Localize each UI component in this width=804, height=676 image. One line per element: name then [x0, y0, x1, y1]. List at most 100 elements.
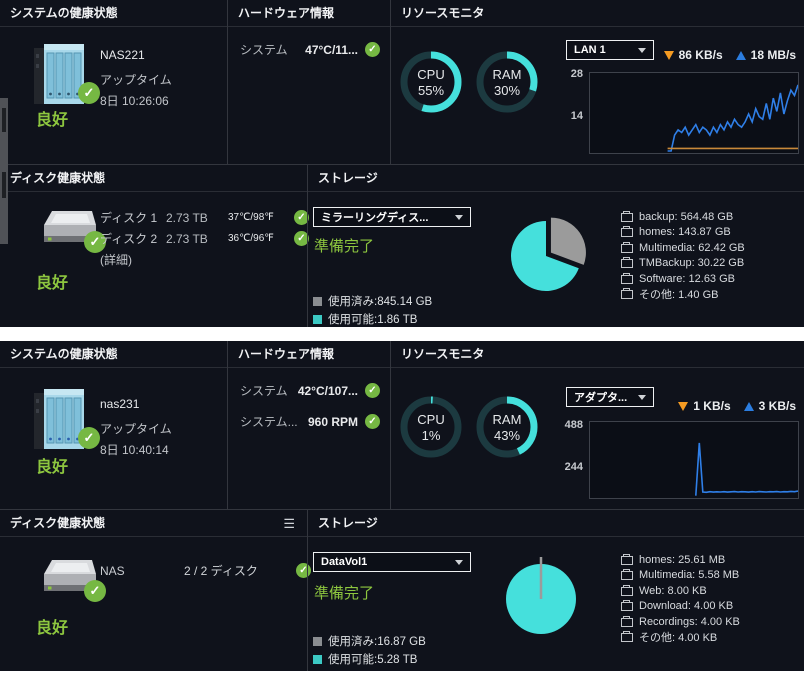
resource-monitor-title: リソースモニタ: [401, 347, 485, 361]
usage-legend: 使用済み:845.14 GB 使用可能:1.86 TB: [313, 292, 432, 328]
hardware-info-card: ハードウェア情報 システム 42°C/107... システム... 960 RP…: [227, 341, 390, 509]
disk-temp: 37℃/98℉: [228, 212, 274, 223]
network-speeds: 86 KB/s 18 MB/s: [663, 48, 796, 62]
disk-name: NAS: [100, 563, 125, 578]
volume-state-text: 準備完了: [314, 585, 375, 602]
list-view-icon[interactable]: ☰: [283, 516, 295, 531]
ram-gauge: RAM 30%: [475, 50, 539, 114]
status-ok-icon: [294, 231, 309, 246]
ram-gauge: RAM 43%: [475, 395, 539, 459]
system-health-header: システムの健康状態: [0, 341, 227, 368]
folder-usage-text: Multimedia: 5.58 MB: [639, 569, 740, 582]
disk-status-text: 良好: [36, 620, 69, 637]
adapter-selected-value: LAN 1: [574, 44, 606, 56]
folder-icon: [621, 226, 633, 238]
status-ok-icon: [84, 231, 106, 253]
device-name: NAS221: [100, 48, 145, 62]
folder-usage-item: Software: 12.63 GB: [621, 271, 745, 287]
folder-usage-item: Download: 4.00 KB: [621, 599, 740, 615]
used-legend-row: 使用済み:845.14 GB: [313, 292, 432, 310]
download-arrow-icon: [678, 401, 689, 411]
disk-row: NAS 2 / 2 ディスク: [100, 560, 311, 581]
uptime-label: アップタイム: [100, 422, 172, 436]
disk-drive-icon: [34, 203, 106, 255]
folder-icon: [621, 600, 633, 612]
uptime-value: 8日 10:26:06: [100, 94, 169, 108]
network-throughput-chart: [589, 421, 799, 499]
disk-size: 2.73 TB: [166, 210, 208, 225]
folder-icon: [621, 257, 633, 269]
storage-usage-pie: [506, 557, 576, 634]
folder-usage-item: その他: 4.00 KB: [621, 630, 740, 646]
volume-select[interactable]: DataVol1: [313, 552, 471, 572]
ram-label: RAM: [492, 66, 522, 82]
network-adapter-select[interactable]: アダプタ...: [566, 387, 654, 407]
free-swatch-icon: [313, 314, 322, 324]
uptime-label: アップタイム: [100, 73, 172, 87]
system-health-card: システムの健康状態 nas231 アップタイム 8日 10:40:14 良好: [0, 341, 227, 509]
system-health-card: システムの健康状態 NAS221 アップタイム 8日 10:26:06 良好: [0, 0, 227, 164]
download-speed: 1 KB/s: [693, 399, 731, 413]
folder-icon: [621, 272, 633, 284]
adapter-selected-value: アダプタ...: [574, 392, 628, 404]
ram-percent: 43%: [493, 427, 521, 443]
system-info: nas231 アップタイム 8日 10:40:14: [100, 397, 172, 458]
ram-label: RAM: [492, 411, 522, 427]
upload-arrow-icon: [743, 401, 754, 411]
folder-usage-item: Recordings: 4.00 KB: [621, 614, 740, 630]
cpu-percent: 55%: [417, 82, 445, 98]
ram-percent: 30%: [493, 82, 521, 98]
resource-monitor-title: リソースモニタ: [401, 6, 485, 20]
folder-icon: [621, 553, 633, 565]
chevron-down-icon: [638, 394, 646, 400]
used-swatch-icon: [313, 296, 322, 306]
free-legend-row: 使用可能:1.86 TB: [313, 310, 432, 328]
upload-speed: 18 MB/s: [750, 48, 796, 62]
used-legend-text: 使用済み:16.87 GB: [328, 636, 426, 648]
hardware-info-header: ハードウェア情報: [228, 0, 390, 27]
upload-arrow-icon: [735, 50, 746, 60]
used-legend-row: 使用済み:16.87 GB: [313, 632, 426, 650]
hardware-row: システム 47°C/11...: [228, 41, 390, 58]
storage-card: ストレージ DataVol1 準備完了 使用済み:16.87 GB 使用可能:5…: [307, 509, 804, 671]
y-axis-tick: 488: [564, 419, 583, 431]
folder-icon: [621, 210, 633, 222]
folder-icon: [621, 288, 633, 300]
volume-selected-value: DataVol1: [321, 556, 368, 568]
hardware-value: 47°C/11...: [305, 42, 358, 57]
system-status-text: 良好: [36, 459, 69, 476]
resource-monitor-header: リソースモニタ: [391, 0, 804, 27]
used-swatch-icon: [313, 636, 322, 646]
download-speed: 86 KB/s: [678, 48, 723, 62]
folder-usage-item: homes: 143.87 GB: [621, 225, 745, 241]
folder-usage-text: その他: 1.40 GB: [639, 289, 719, 302]
cpu-gauge: CPU 55%: [399, 50, 463, 114]
disk-health-card: ディスク健康状態 ディスク 1 2.73 TB 37℃/98℉ ディスク 2 2…: [0, 164, 309, 327]
status-ok-icon: [78, 82, 100, 104]
folder-usage-item: backup: 564.48 GB: [621, 209, 745, 225]
system-health-title: システムの健康状態: [10, 6, 118, 20]
disk-size: 2.73 TB: [166, 231, 208, 246]
disk-health-header: ディスク健康状態 ☰: [0, 510, 307, 537]
folder-usage-text: その他: 4.00 KB: [639, 632, 718, 645]
folder-usage-text: Download: 4.00 KB: [639, 600, 734, 613]
usage-legend: 使用済み:16.87 GB 使用可能:5.28 TB: [313, 632, 426, 668]
network-adapter-select[interactable]: LAN 1: [566, 40, 654, 60]
volume-selected-value: ミラーリングディス...: [321, 212, 429, 224]
folder-usage-item: Web: 8.00 KB: [621, 583, 740, 599]
disk-list: NAS 2 / 2 ディスク: [100, 560, 311, 581]
volume-select[interactable]: ミラーリングディス...: [313, 207, 471, 227]
disk-drive-icon: [34, 552, 106, 604]
hardware-label: システム...: [240, 415, 298, 429]
disk-row: ディスク 1 2.73 TB 37℃/98℉: [100, 207, 309, 228]
y-axis-tick: 14: [570, 110, 583, 122]
nas-device-icon: [30, 38, 100, 112]
dashboard-panel-nas221: システムの健康状態 NAS221 アップタイム 8日 10:26:06 良好: [0, 0, 804, 327]
disk-detail-link[interactable]: (詳細): [100, 253, 132, 267]
status-ok-icon: [365, 42, 380, 57]
hardware-value: 42°C/107...: [297, 383, 358, 398]
free-legend-row: 使用可能:5.28 TB: [313, 650, 426, 668]
upload-speed: 3 KB/s: [758, 399, 796, 413]
folder-icon: [621, 615, 633, 627]
network-speeds: 1 KB/s 3 KB/s: [678, 399, 796, 413]
